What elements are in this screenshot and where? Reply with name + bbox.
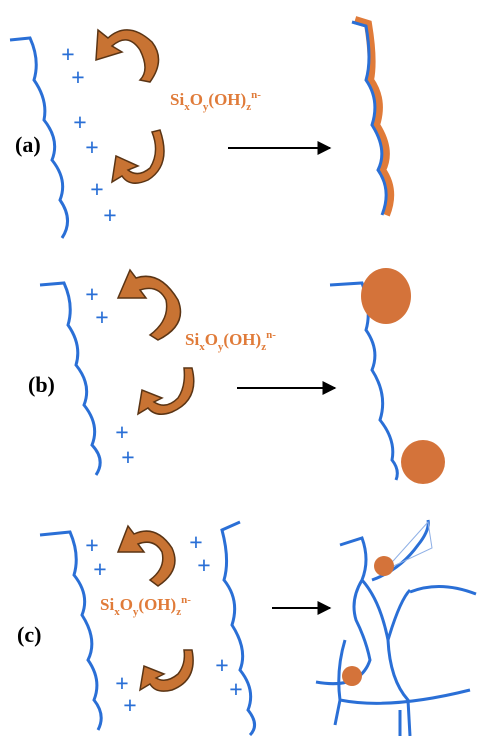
charge: + [121, 446, 135, 472]
formula-part: n- [181, 594, 191, 606]
formula-part: (OH) [138, 595, 176, 614]
charge: + [90, 178, 104, 204]
formula-part: Si [185, 330, 199, 349]
surface [40, 532, 101, 730]
curved-arrow [140, 650, 193, 691]
curved-arrow [138, 368, 194, 414]
panel-label: (b) [28, 372, 55, 397]
panel-c [40, 520, 476, 736]
charge: + [85, 534, 99, 560]
charge: + [229, 678, 243, 704]
charge: + [73, 111, 87, 137]
curved-arrow [96, 30, 159, 82]
formula-part: (OH) [223, 330, 261, 349]
particle [401, 440, 445, 484]
network [316, 520, 476, 736]
particle [342, 666, 362, 686]
charge: + [123, 694, 137, 720]
panel-b [40, 268, 445, 484]
charge: + [93, 558, 107, 584]
formula-part: O [120, 595, 133, 614]
formula-part: O [190, 90, 203, 109]
formula-part: z [246, 101, 251, 113]
particle [361, 268, 411, 324]
formula-part: z [261, 341, 266, 353]
formula-part: n- [251, 89, 261, 101]
panel-label: (a) [15, 132, 41, 157]
charge: + [215, 654, 229, 680]
charge: + [71, 66, 85, 92]
formula-part: O [205, 330, 218, 349]
curved-arrow [112, 130, 164, 183]
charge: + [95, 306, 109, 332]
formula-part: (OH) [208, 90, 246, 109]
charge: + [103, 204, 117, 230]
formula: SixOy(OH)zn- [170, 89, 261, 113]
formula: SixOy(OH)zn- [100, 594, 191, 618]
diagram: (a)SixOy(OH)zn-++++++(b)SixOy(OH)zn-++++… [0, 0, 489, 736]
charge: + [197, 554, 211, 580]
formula-part: Si [170, 90, 184, 109]
charge: + [115, 421, 129, 447]
formula-part: n- [266, 329, 276, 341]
curved-arrow [118, 526, 175, 586]
charge: + [85, 136, 99, 162]
formula: SixOy(OH)zn- [185, 329, 276, 353]
formula-part: Si [100, 595, 114, 614]
panel-label: (c) [17, 622, 41, 647]
formula-part: z [176, 606, 181, 618]
particle [374, 556, 394, 576]
curved-arrow [118, 270, 181, 340]
